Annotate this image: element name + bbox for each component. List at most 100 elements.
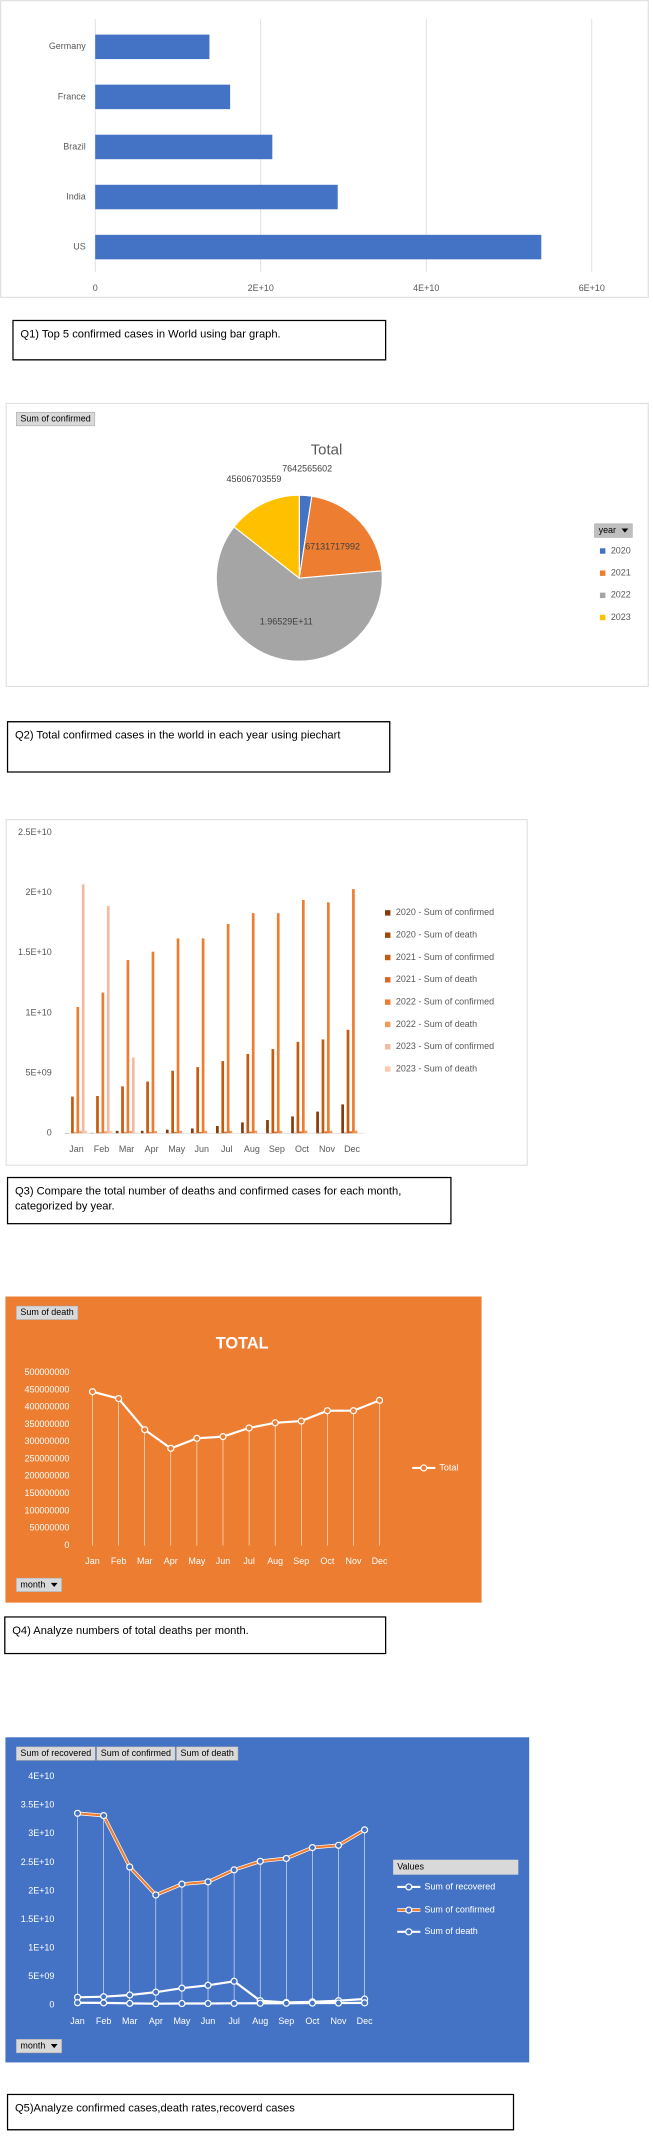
y-tick-label: Germany — [49, 41, 86, 51]
point — [282, 1854, 290, 1863]
series-line — [92, 1390, 380, 1450]
bar — [179, 1130, 183, 1134]
legend-swatch — [599, 592, 606, 599]
point — [334, 1999, 343, 2007]
bar — [204, 1130, 208, 1134]
legend-swatch — [599, 548, 606, 554]
bar — [81, 884, 85, 1134]
y-tick-label: 300000000 — [24, 1436, 69, 1446]
field-button: year — [594, 523, 633, 538]
point — [100, 1811, 108, 1820]
y-tick-label: 150000000 — [24, 1488, 69, 1498]
point — [334, 1841, 343, 1849]
series-line — [77, 1980, 365, 2004]
x-tick-label: Apr — [145, 1144, 159, 1154]
bar — [96, 1095, 99, 1134]
point — [193, 1434, 201, 1442]
chart-title: TOTAL — [216, 1334, 269, 1352]
field-button-box — [16, 1746, 96, 1761]
y-tick-label: France — [58, 91, 86, 101]
y-tick-label: 3.5E+10 — [21, 1800, 55, 1810]
legend-swatch — [384, 1021, 391, 1028]
caption: Q2) Total confirmed cases in the world i… — [6, 721, 391, 773]
legend-title-box — [393, 1859, 519, 1875]
point — [360, 1999, 369, 2007]
caption-box: Q4) Analyze numbers of total deaths per … — [4, 1616, 387, 1655]
field-button-box — [594, 523, 633, 538]
bar — [301, 899, 305, 1134]
x-tick-label: 6E+10 — [579, 283, 605, 293]
point — [360, 1826, 369, 1834]
bar — [343, 1132, 347, 1134]
field-button-box — [96, 1746, 176, 1761]
x-tick-label: Feb — [96, 2016, 111, 2026]
caption-box: Q3) Compare the total number of deaths a… — [6, 1176, 452, 1225]
bar — [95, 34, 210, 60]
y-tick-label: 100000000 — [24, 1505, 69, 1515]
bar — [173, 1132, 177, 1134]
field-button-label: year — [599, 525, 616, 535]
field-button: Sum of death — [176, 1746, 239, 1761]
x-tick-label: Apr — [164, 1556, 178, 1566]
legend-swatch — [384, 910, 391, 916]
y-tick-label: 5E+09 — [28, 1971, 54, 1981]
x-tick-label: Jan — [85, 1556, 99, 1566]
bar — [271, 1049, 275, 1134]
caption-box: Q5)Analyze confirmed cases,death rates,r… — [6, 2093, 515, 2131]
bar — [346, 1029, 350, 1134]
bar — [126, 960, 130, 1134]
field-button-label: Sum of recovered — [20, 1748, 91, 1758]
bar — [95, 84, 231, 110]
point — [126, 1999, 134, 2007]
bar — [296, 1041, 300, 1134]
chart-background — [5, 1737, 530, 2063]
y-tick-label: 2.5E+10 — [21, 1857, 55, 1867]
legend-label: 2023 - Sum of death — [396, 1063, 477, 1073]
field-button-box — [16, 1577, 62, 1592]
x-tick-label: Jan — [70, 2016, 84, 2026]
legend-label: Sum of confirmed — [424, 1904, 494, 1914]
point — [245, 1424, 253, 1432]
point — [178, 1999, 186, 2008]
x-tick-label: Nov — [331, 2016, 347, 2026]
chart-background — [5, 1296, 482, 1603]
y-tick-label: 1E+10 — [26, 1007, 52, 1017]
x-tick-label: Mar — [119, 1144, 134, 1154]
legend-swatch — [384, 1044, 391, 1050]
point — [126, 1991, 134, 1999]
point — [271, 1419, 279, 1427]
x-tick-label: Oct — [305, 2016, 319, 2026]
field-button: Sum of confirmed — [96, 1746, 176, 1761]
field-button: month — [16, 1577, 62, 1592]
bar — [71, 1096, 74, 1134]
caption-box: Q1) Top 5 confirmed cases in World using… — [12, 319, 387, 361]
y-tick-label: 350000000 — [24, 1419, 69, 1429]
field-button-label: Sum of death — [20, 1307, 73, 1317]
x-tick-label: Dec — [357, 2016, 373, 2026]
legend-label: Sum of death — [424, 1926, 477, 1936]
field-button-label: Sum of death — [181, 1748, 234, 1758]
bar — [196, 1067, 200, 1134]
dropdown-arrow — [50, 1582, 58, 1587]
x-tick-label: Feb — [111, 1556, 126, 1566]
bar — [199, 1131, 202, 1134]
field-button-box — [16, 1305, 79, 1320]
point — [375, 1396, 384, 1404]
bar — [171, 1070, 174, 1134]
legend-label: Sum of recovered — [424, 1881, 495, 1891]
legend-label: 2021 - Sum of death — [396, 974, 477, 984]
field-button: Sum of confirmed — [16, 411, 96, 427]
point — [73, 1809, 82, 1817]
bar — [176, 938, 180, 1134]
caption: Q5)Analyze confirmed cases,death rates,r… — [6, 2093, 515, 2131]
x-tick-label: Nov — [345, 1556, 361, 1566]
y-tick-label: 2E+10 — [28, 1885, 54, 1895]
legend-label: 2023 - Sum of confirmed — [396, 1041, 494, 1051]
series-line — [77, 2001, 365, 2005]
bar — [121, 1086, 124, 1134]
bar — [84, 1130, 88, 1134]
bar — [146, 1081, 149, 1134]
point — [230, 1999, 238, 2007]
x-tick-label: Feb — [94, 1144, 109, 1154]
x-tick-label: Jun — [216, 1556, 230, 1566]
